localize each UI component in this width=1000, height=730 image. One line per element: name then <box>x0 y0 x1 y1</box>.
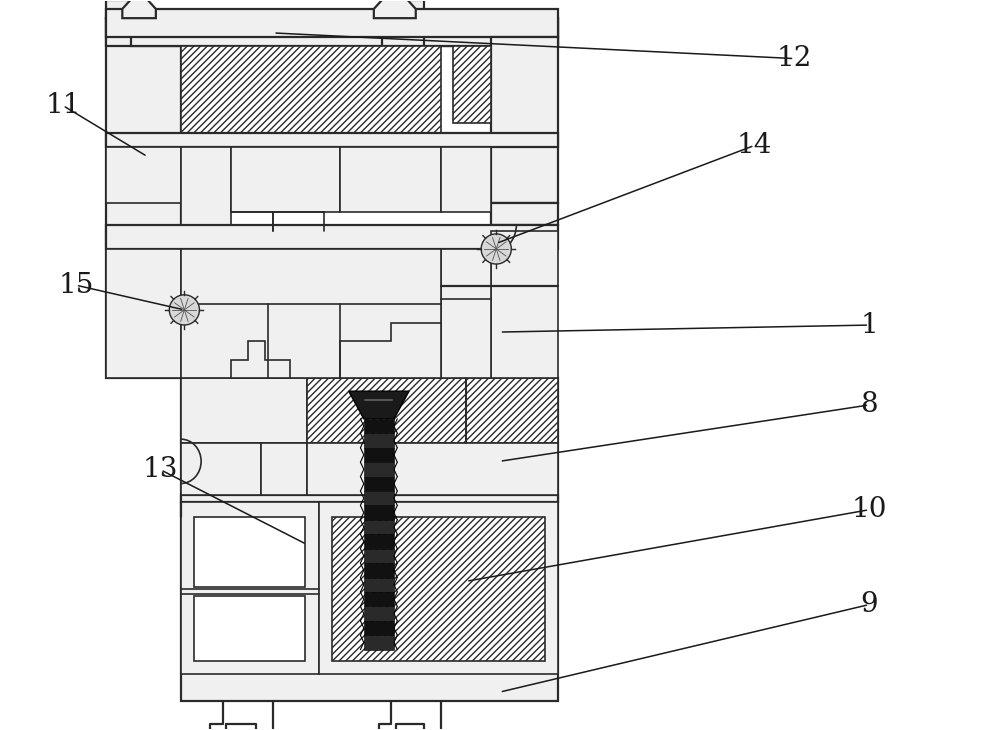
Text: 12: 12 <box>777 45 812 72</box>
Polygon shape <box>340 323 441 378</box>
Bar <box>181 147 231 231</box>
Polygon shape <box>364 620 394 635</box>
Bar <box>466 378 558 443</box>
Bar <box>332 517 545 661</box>
Bar <box>131 18 382 46</box>
Bar <box>340 147 441 212</box>
Polygon shape <box>364 607 394 620</box>
Bar <box>106 225 558 249</box>
Bar <box>181 46 441 133</box>
Bar <box>307 378 466 443</box>
Polygon shape <box>374 0 416 18</box>
Bar <box>181 378 558 702</box>
Polygon shape <box>364 434 394 447</box>
Bar <box>181 378 307 443</box>
Polygon shape <box>364 419 394 434</box>
Bar <box>261 443 307 494</box>
Circle shape <box>169 295 199 325</box>
Text: 11: 11 <box>45 92 81 119</box>
Bar <box>307 443 558 494</box>
Bar <box>181 249 441 378</box>
Bar <box>106 249 181 378</box>
Bar <box>106 9 558 37</box>
Text: 13: 13 <box>143 456 178 483</box>
Bar <box>106 147 181 203</box>
Polygon shape <box>106 0 131 18</box>
Polygon shape <box>364 592 394 607</box>
Text: 15: 15 <box>58 272 93 299</box>
Bar <box>194 596 305 661</box>
Text: 1: 1 <box>860 312 878 339</box>
Bar <box>441 147 491 212</box>
Text: 9: 9 <box>860 591 878 618</box>
Bar <box>491 36 558 203</box>
Polygon shape <box>364 520 394 534</box>
Bar <box>181 494 558 502</box>
Polygon shape <box>364 635 394 650</box>
Bar <box>194 517 305 587</box>
Bar <box>319 502 558 674</box>
Polygon shape <box>364 549 394 563</box>
Bar <box>181 502 319 674</box>
Polygon shape <box>364 563 394 577</box>
Polygon shape <box>349 391 409 419</box>
Bar <box>106 133 558 147</box>
Circle shape <box>481 234 511 264</box>
Polygon shape <box>364 505 394 520</box>
Bar <box>106 18 558 46</box>
Polygon shape <box>364 491 394 505</box>
Text: 14: 14 <box>737 132 772 159</box>
Bar <box>106 18 181 378</box>
Polygon shape <box>364 577 394 592</box>
Polygon shape <box>491 203 558 225</box>
Polygon shape <box>382 0 424 18</box>
Bar <box>453 46 491 123</box>
Polygon shape <box>364 447 394 462</box>
Bar <box>231 147 340 212</box>
Polygon shape <box>364 462 394 477</box>
Polygon shape <box>231 342 290 378</box>
Bar <box>441 249 491 378</box>
Bar <box>181 443 261 494</box>
Polygon shape <box>364 534 394 549</box>
Text: 8: 8 <box>860 391 878 418</box>
Text: 10: 10 <box>852 496 887 523</box>
Bar <box>424 18 558 46</box>
Polygon shape <box>364 477 394 491</box>
Polygon shape <box>122 0 156 18</box>
Bar <box>491 231 558 378</box>
